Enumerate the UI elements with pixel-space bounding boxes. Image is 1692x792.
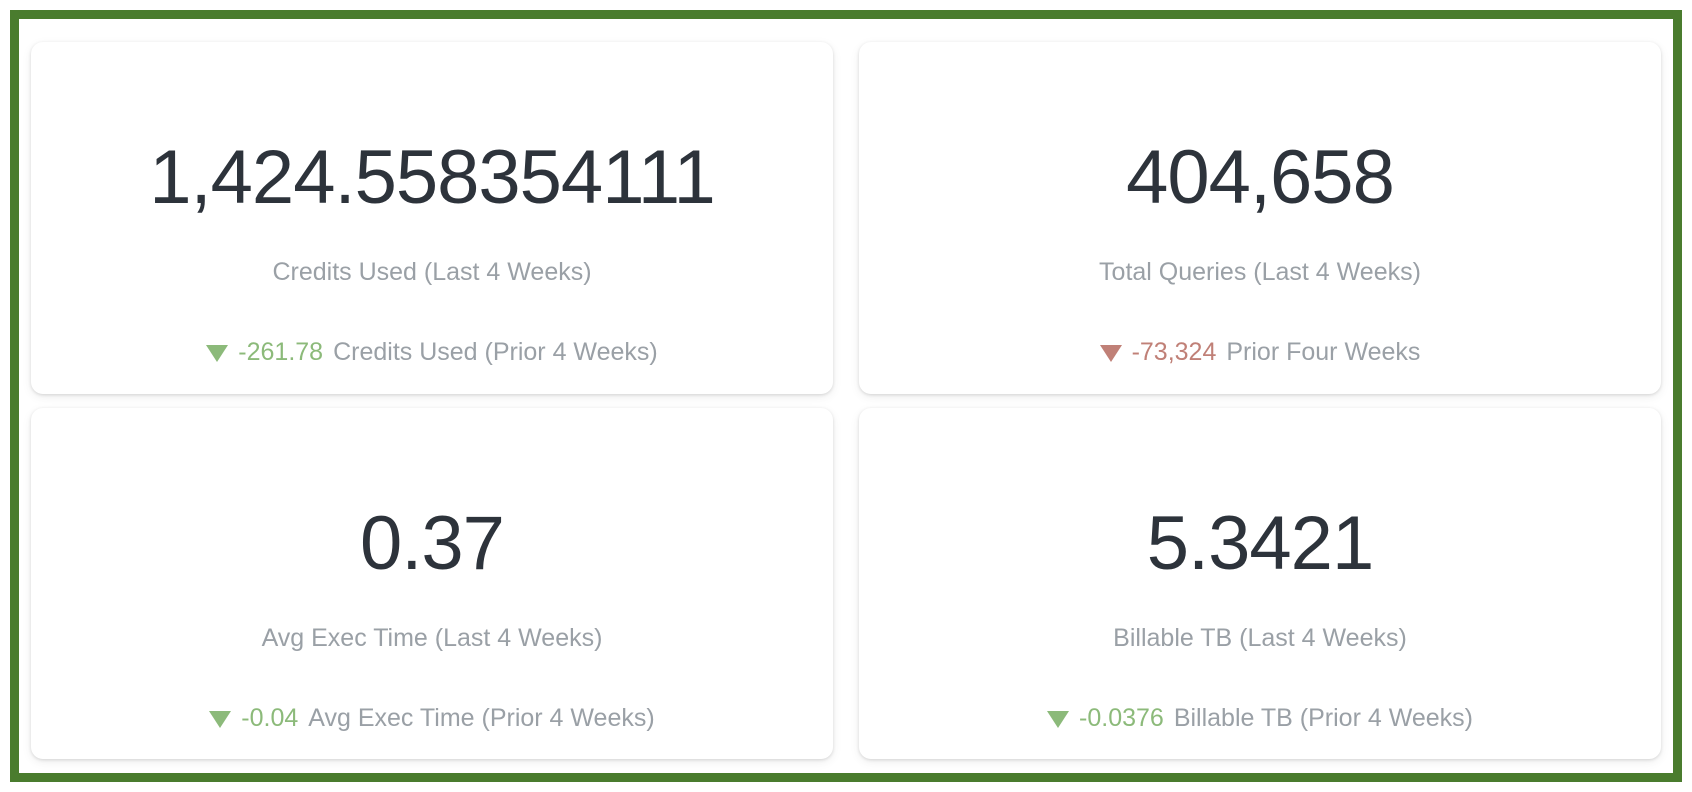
kpi-label: Credits Used (Last 4 Weeks) [272,258,592,286]
kpi-delta-label: Credits Used (Prior 4 Weeks) [333,338,658,366]
kpi-delta-value: -261.78 [238,338,324,366]
kpi-delta-value: -0.04 [241,703,299,732]
triangle-down-icon [206,345,229,362]
kpi-delta-label: Prior Four Weeks [1226,338,1421,366]
scorecard-total-queries[interactable]: 404,658 Total Queries (Last 4 Weeks) -73… [859,42,1661,394]
scorecard-billable-tb[interactable]: 5.3421 Billable TB (Last 4 Weeks) -0.037… [859,407,1661,759]
kpi-value: 5.3421 [1146,500,1374,586]
triangle-down-icon [1099,345,1122,362]
kpi-delta-label: Billable TB (Prior 4 Weeks) [1173,703,1473,732]
scorecard-avg-exec-time[interactable]: 0.37 Avg Exec Time (Last 4 Weeks) -0.04 … [31,407,833,759]
kpi-label: Avg Exec Time (Last 4 Weeks) [261,623,603,652]
triangle-down-icon [209,710,232,728]
kpi-comparison-row: -261.78 Credits Used (Prior 4 Weeks) [206,338,658,366]
kpi-delta-label: Avg Exec Time (Prior 4 Weeks) [308,703,655,732]
kpi-label: Total Queries (Last 4 Weeks) [1099,258,1421,286]
kpi-delta-value: -73,324 [1131,338,1217,366]
kpi-comparison-row: -0.04 Avg Exec Time (Prior 4 Weeks) [209,703,655,732]
kpi-value: 0.37 [360,500,505,586]
kpi-delta-value: -0.0376 [1079,703,1164,732]
kpi-value: 1,424.558354111 [149,135,715,220]
kpi-comparison-row: -0.0376 Billable TB (Prior 4 Weeks) [1047,703,1473,732]
report-canvas: 1,424.558354111 Credits Used (Last 4 Wee… [10,10,1682,782]
kpi-value: 404,658 [1126,135,1395,220]
scorecard-credits-used[interactable]: 1,424.558354111 Credits Used (Last 4 Wee… [31,42,833,394]
triangle-down-icon [1047,710,1070,728]
kpi-label: Billable TB (Last 4 Weeks) [1113,623,1407,652]
kpi-comparison-row: -73,324 Prior Four Weeks [1099,338,1421,366]
